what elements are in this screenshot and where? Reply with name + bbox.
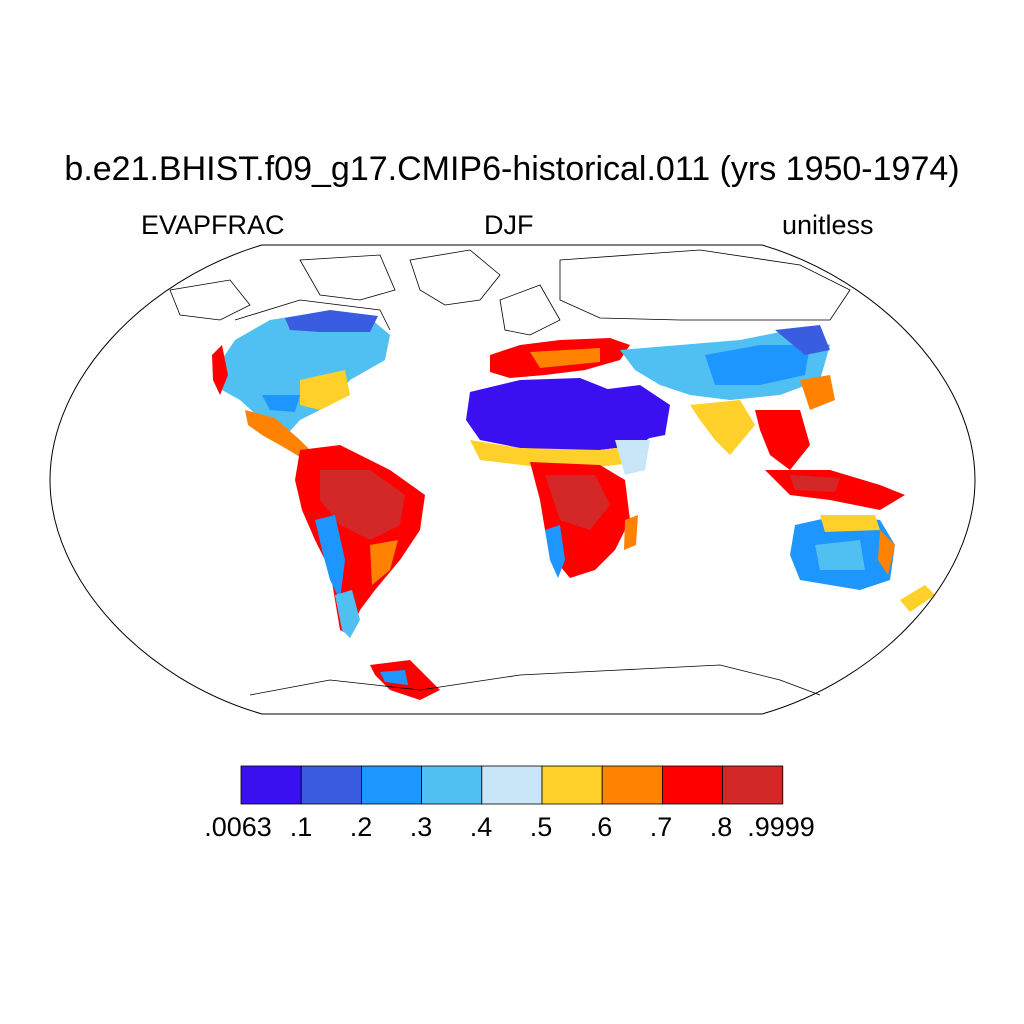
northeast-asia — [775, 325, 830, 355]
australia-interior — [815, 540, 865, 570]
land-field — [212, 310, 935, 700]
colorbar-tick-label: .4 — [469, 812, 493, 842]
colorbar-swatch — [360, 765, 422, 805]
season-label: DJF — [484, 210, 534, 240]
colorbar-tick-label: .2 — [349, 812, 373, 842]
arctic-islands — [299, 254, 396, 301]
north-america-west-coast — [212, 345, 228, 395]
patagonia — [335, 590, 360, 638]
greenland-coast — [409, 249, 501, 306]
australia-east-coast — [878, 530, 895, 575]
colorbar-tick-label: .0063 — [204, 812, 272, 842]
colorbar-tick-label: .9999 — [747, 812, 815, 842]
colorbar-tick-label: .7 — [649, 812, 673, 842]
coastlines — [169, 249, 851, 696]
colorbar-swatch — [601, 765, 663, 805]
sahel-band — [470, 440, 640, 468]
globe-outline — [49, 244, 976, 715]
gulf-coast — [262, 395, 300, 412]
madagascar — [624, 515, 638, 550]
colorbar-swatch — [481, 765, 543, 805]
alaska-coast — [169, 279, 251, 321]
australia-north-coast — [820, 515, 880, 532]
central-africa-core — [545, 475, 610, 530]
colorbar-swatch — [662, 765, 724, 805]
arabia-region — [600, 385, 670, 440]
india-region — [690, 400, 755, 455]
colorbar-tick-label: .6 — [589, 812, 613, 842]
scandinavia-coast — [499, 284, 561, 336]
variable-label: EVAPFRAC — [141, 210, 285, 240]
siberia-coast — [559, 249, 851, 321]
colorbar-swatch — [300, 765, 362, 805]
indonesia-dark — [790, 475, 840, 492]
colorbar-swatch — [240, 765, 302, 805]
south-america-west-arid — [315, 515, 345, 600]
colorbar-tick-label: .1 — [289, 812, 313, 842]
indochina — [755, 410, 810, 470]
mongolia-china-blue — [705, 345, 810, 385]
north-america-region — [215, 312, 390, 440]
amazon-core — [320, 470, 405, 540]
southern-africa-west — [545, 525, 565, 578]
colorbar-swatch — [541, 765, 603, 805]
europe-inner — [530, 348, 600, 368]
colorbar-tick-label: .3 — [409, 812, 433, 842]
colorbar-swatch — [421, 765, 483, 805]
units-label: unitless — [782, 210, 874, 240]
colorbar-tick-label: .8 — [709, 812, 733, 842]
plot-title: b.e21.BHIST.f09_g17.CMIP6-historical.011… — [64, 150, 960, 188]
colorbar — [240, 765, 784, 805]
colorbar-swatch — [722, 765, 784, 805]
south-america-east-band — [370, 540, 398, 585]
colorbar-tick-label: .5 — [529, 812, 553, 842]
antarctica-coast — [249, 664, 821, 696]
north-america-southeast — [300, 370, 350, 410]
central-america-region — [245, 410, 315, 460]
horn-of-africa — [615, 440, 650, 475]
antarctic-peninsula-blue — [380, 670, 408, 685]
new-zealand — [900, 585, 935, 612]
east-china-coast — [800, 375, 835, 410]
canada-coast — [234, 299, 391, 331]
north-america-north-band — [285, 310, 378, 332]
